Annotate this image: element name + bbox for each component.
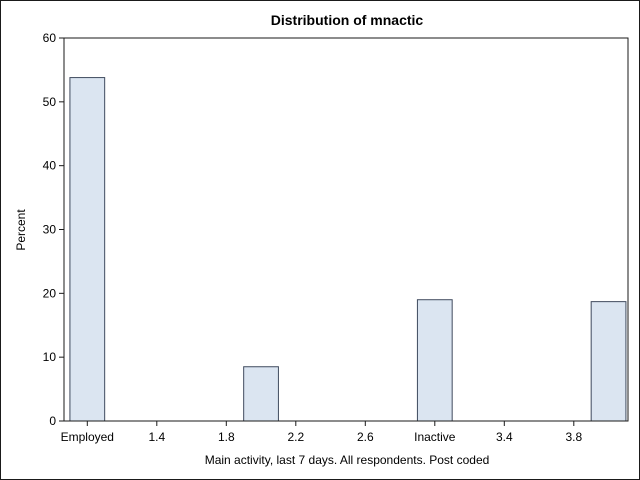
y-axis-label: Percent bbox=[14, 209, 28, 251]
x-tick-label: 1.4 bbox=[148, 430, 165, 444]
x-tick-label: 1.8 bbox=[218, 430, 235, 444]
bar-2 bbox=[416, 299, 453, 422]
bar-3 bbox=[590, 301, 627, 422]
x-axis-label: Main activity, last 7 days. All responde… bbox=[205, 453, 490, 467]
x-tick-label: Inactive bbox=[414, 430, 456, 444]
plot-frame bbox=[63, 37, 629, 422]
y-tick-label: 40 bbox=[43, 159, 57, 173]
bar-0 bbox=[69, 77, 106, 422]
bars-layer bbox=[69, 77, 627, 422]
x-tick-label: 2.6 bbox=[357, 430, 374, 444]
x-tick-label: 2.2 bbox=[287, 430, 304, 444]
y-tick-label: 0 bbox=[49, 414, 56, 428]
y-tick-label: 10 bbox=[43, 350, 57, 364]
x-tick-label: 3.8 bbox=[565, 430, 582, 444]
axes-layer bbox=[63, 37, 629, 422]
chart-title: Distribution of mnactic bbox=[271, 12, 424, 28]
x-tick-label: Employed bbox=[61, 430, 114, 444]
x-tick-label: 3.4 bbox=[496, 430, 513, 444]
y-tick-label: 20 bbox=[43, 286, 57, 300]
ticks-layer: 0 10 20 30 40 50 60 Employed 1.4 1.8 2.2 2.6 Inactiv… bbox=[43, 31, 583, 444]
y-tick-label: 50 bbox=[43, 95, 57, 109]
y-tick-label: 30 bbox=[43, 223, 57, 237]
bar-1 bbox=[243, 366, 279, 422]
y-tick-label: 60 bbox=[43, 31, 57, 45]
